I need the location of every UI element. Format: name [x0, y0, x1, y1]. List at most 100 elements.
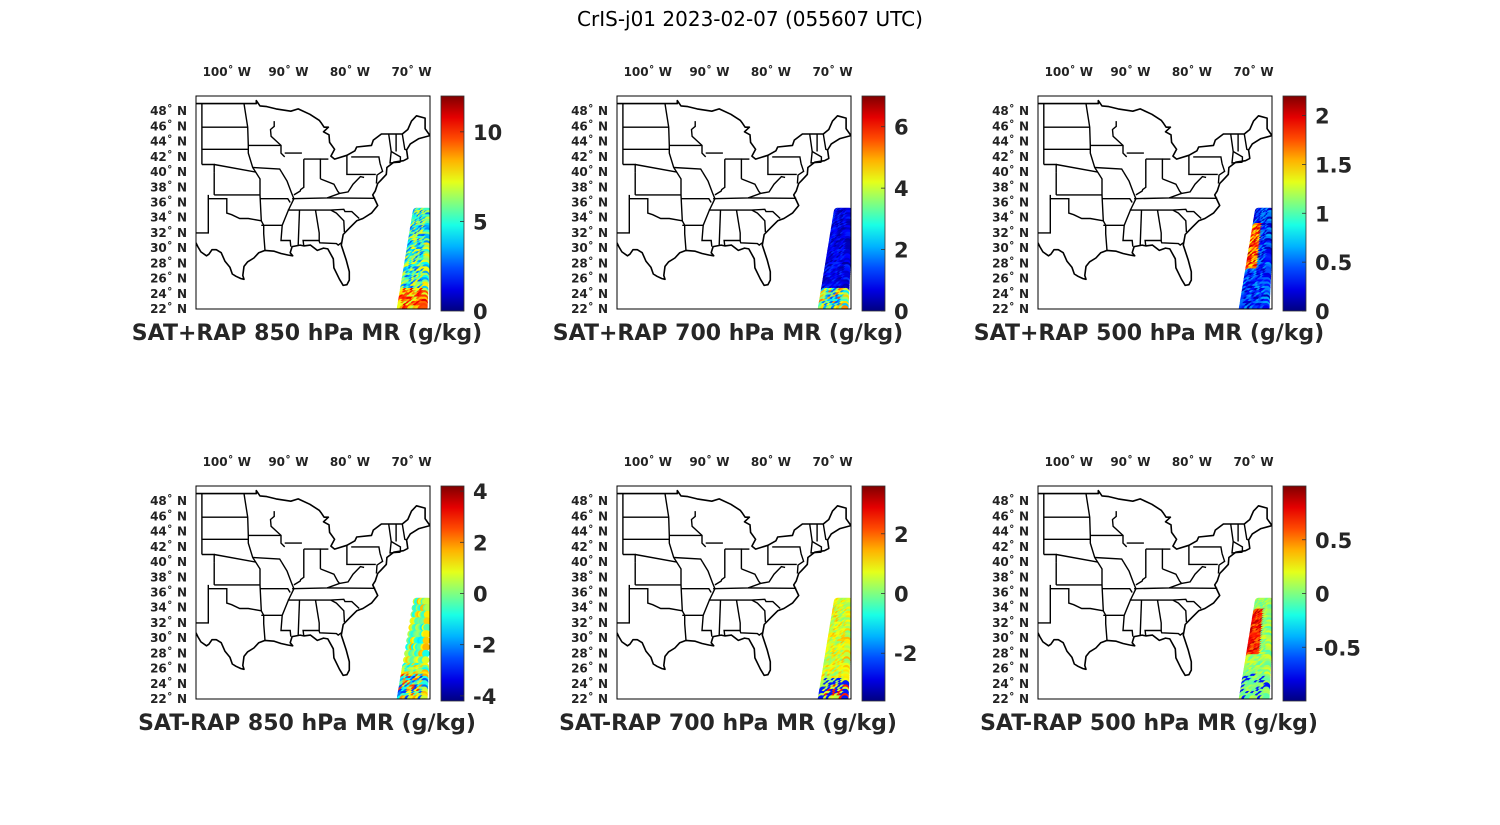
colorbar-tick-label: -0.5	[1315, 636, 1361, 660]
lat-tick-label: 34˚ N	[992, 600, 1029, 615]
lat-tick-label: 34˚ N	[571, 210, 608, 225]
panel-title: SAT-RAP 500 hPa MR (g/kg)	[980, 711, 1318, 736]
figure-title: CrIS-j01 2023-02-07 (055607 UTC)	[577, 7, 923, 31]
lon-tick-label: 70˚ W	[1233, 454, 1273, 469]
colorbar-tick-label: 0	[473, 300, 488, 324]
colorbar-tick-label: 0	[1315, 300, 1330, 324]
lon-tick-label: 100˚ W	[1045, 64, 1093, 79]
lat-tick-label: 26˚ N	[150, 661, 187, 676]
lat-tick-label: 28˚ N	[992, 645, 1029, 660]
colorbar-tick-label: 0.5	[1315, 529, 1352, 553]
colorbar-tick-label: 10	[473, 121, 502, 145]
colorbar-tick-label: 1	[1315, 202, 1330, 226]
panel-dif700: 100˚ W 90˚ W 80˚ W 70˚ W 48˚ N46˚ N44˚ N42˚ …	[559, 454, 917, 736]
colorbar	[1282, 95, 1307, 312]
lat-tick-label: 34˚ N	[150, 210, 187, 225]
map-outline	[1038, 489, 1272, 677]
colorbar-tick-label: 1.5	[1315, 153, 1352, 177]
panel-title: SAT+RAP 850 hPa MR (g/kg)	[132, 321, 482, 346]
satellite-swath	[396, 597, 430, 699]
colorbar	[440, 95, 465, 312]
lat-tick-label: 28˚ N	[150, 255, 187, 270]
lon-tick-label: 80˚ W	[751, 64, 791, 79]
lat-tick-label: 44˚ N	[571, 524, 608, 539]
lon-tick-label: 80˚ W	[330, 64, 370, 79]
lat-tick-label: 28˚ N	[571, 645, 608, 660]
lat-tick-label: 22˚ N	[992, 691, 1029, 706]
lon-tick-label: 70˚ W	[391, 64, 431, 79]
colorbar-tick-label: 4	[894, 177, 909, 201]
lon-tick-label: 70˚ W	[812, 64, 852, 79]
lat-tick-label: 22˚ N	[992, 301, 1029, 316]
colorbar-tick-label: 2	[894, 523, 909, 547]
map-outline	[617, 489, 851, 677]
lat-tick-label: 42˚ N	[150, 149, 187, 164]
lon-tick-label: 90˚ W	[1110, 454, 1150, 469]
panel-title: SAT+RAP 500 hPa MR (g/kg)	[974, 321, 1324, 346]
lon-tick-label: 90˚ W	[1110, 64, 1150, 79]
lat-tick-label: 22˚ N	[150, 301, 187, 316]
lat-tick-label: 46˚ N	[571, 508, 608, 523]
colorbar-tick-label: -2	[894, 642, 917, 666]
lat-tick-label: 48˚ N	[150, 493, 187, 508]
colorbar-tick-label: 0	[894, 583, 909, 607]
satellite-swath	[396, 207, 430, 309]
colorbar-tick-label: 0.5	[1315, 251, 1352, 275]
lat-tick-label: 36˚ N	[150, 195, 187, 210]
lat-tick-label: 38˚ N	[992, 569, 1029, 584]
lat-tick-label: 24˚ N	[571, 676, 608, 691]
lat-tick-label: 30˚ N	[992, 630, 1029, 645]
colorbar-tick-label: 6	[894, 116, 909, 140]
lat-tick-label: 32˚ N	[150, 225, 187, 240]
lat-tick-label: 26˚ N	[571, 661, 608, 676]
map-outline	[196, 489, 430, 677]
lat-tick-label: 46˚ N	[571, 118, 608, 133]
lat-tick-label: 42˚ N	[150, 539, 187, 554]
lat-tick-label: 40˚ N	[571, 164, 608, 179]
lat-tick-label: 36˚ N	[992, 585, 1029, 600]
lon-tick-label: 80˚ W	[330, 454, 370, 469]
lat-tick-label: 24˚ N	[150, 676, 187, 691]
lon-tick-label: 70˚ W	[391, 454, 431, 469]
lat-tick-label: 28˚ N	[992, 255, 1029, 270]
lat-tick-label: 36˚ N	[571, 585, 608, 600]
lat-tick-label: 22˚ N	[571, 301, 608, 316]
lon-tick-label: 70˚ W	[1233, 64, 1273, 79]
lon-tick-label: 70˚ W	[812, 454, 852, 469]
lat-tick-label: 30˚ N	[150, 630, 187, 645]
lon-tick-label: 100˚ W	[203, 454, 251, 469]
panel-sum850: 100˚ W 90˚ W 80˚ W 70˚ W 48˚ N46˚ N44˚ N42˚ …	[132, 64, 502, 346]
lon-tick-label: 80˚ W	[751, 454, 791, 469]
panel-title: SAT+RAP 700 hPa MR (g/kg)	[553, 321, 903, 346]
lat-tick-label: 32˚ N	[571, 615, 608, 630]
lat-tick-label: 46˚ N	[992, 118, 1029, 133]
lat-tick-label: 38˚ N	[571, 569, 608, 584]
lat-tick-label: 30˚ N	[150, 240, 187, 255]
lat-tick-label: 38˚ N	[150, 569, 187, 584]
lat-tick-label: 40˚ N	[992, 554, 1029, 569]
lon-tick-label: 100˚ W	[624, 64, 672, 79]
lat-tick-label: 26˚ N	[992, 271, 1029, 286]
panel-title: SAT-RAP 850 hPa MR (g/kg)	[138, 711, 476, 736]
colorbar	[861, 95, 886, 312]
lon-tick-label: 80˚ W	[1172, 64, 1212, 79]
lon-tick-label: 100˚ W	[1045, 454, 1093, 469]
lat-tick-label: 38˚ N	[150, 179, 187, 194]
colorbar-tick-label: 2	[894, 239, 909, 263]
lat-tick-label: 44˚ N	[571, 134, 608, 149]
lat-tick-label: 34˚ N	[992, 210, 1029, 225]
colorbar-tick-label: 5	[473, 210, 488, 234]
lat-tick-label: 36˚ N	[571, 195, 608, 210]
lat-tick-label: 32˚ N	[150, 615, 187, 630]
lat-tick-label: 32˚ N	[992, 615, 1029, 630]
lat-tick-label: 42˚ N	[992, 149, 1029, 164]
colorbar-tick-label: 4	[473, 480, 488, 504]
satellite-swath	[1238, 597, 1272, 699]
lon-tick-label: 100˚ W	[203, 64, 251, 79]
lat-tick-label: 48˚ N	[992, 103, 1029, 118]
lat-tick-label: 24˚ N	[150, 286, 187, 301]
satellite-swath	[817, 597, 851, 699]
lat-tick-label: 32˚ N	[571, 225, 608, 240]
